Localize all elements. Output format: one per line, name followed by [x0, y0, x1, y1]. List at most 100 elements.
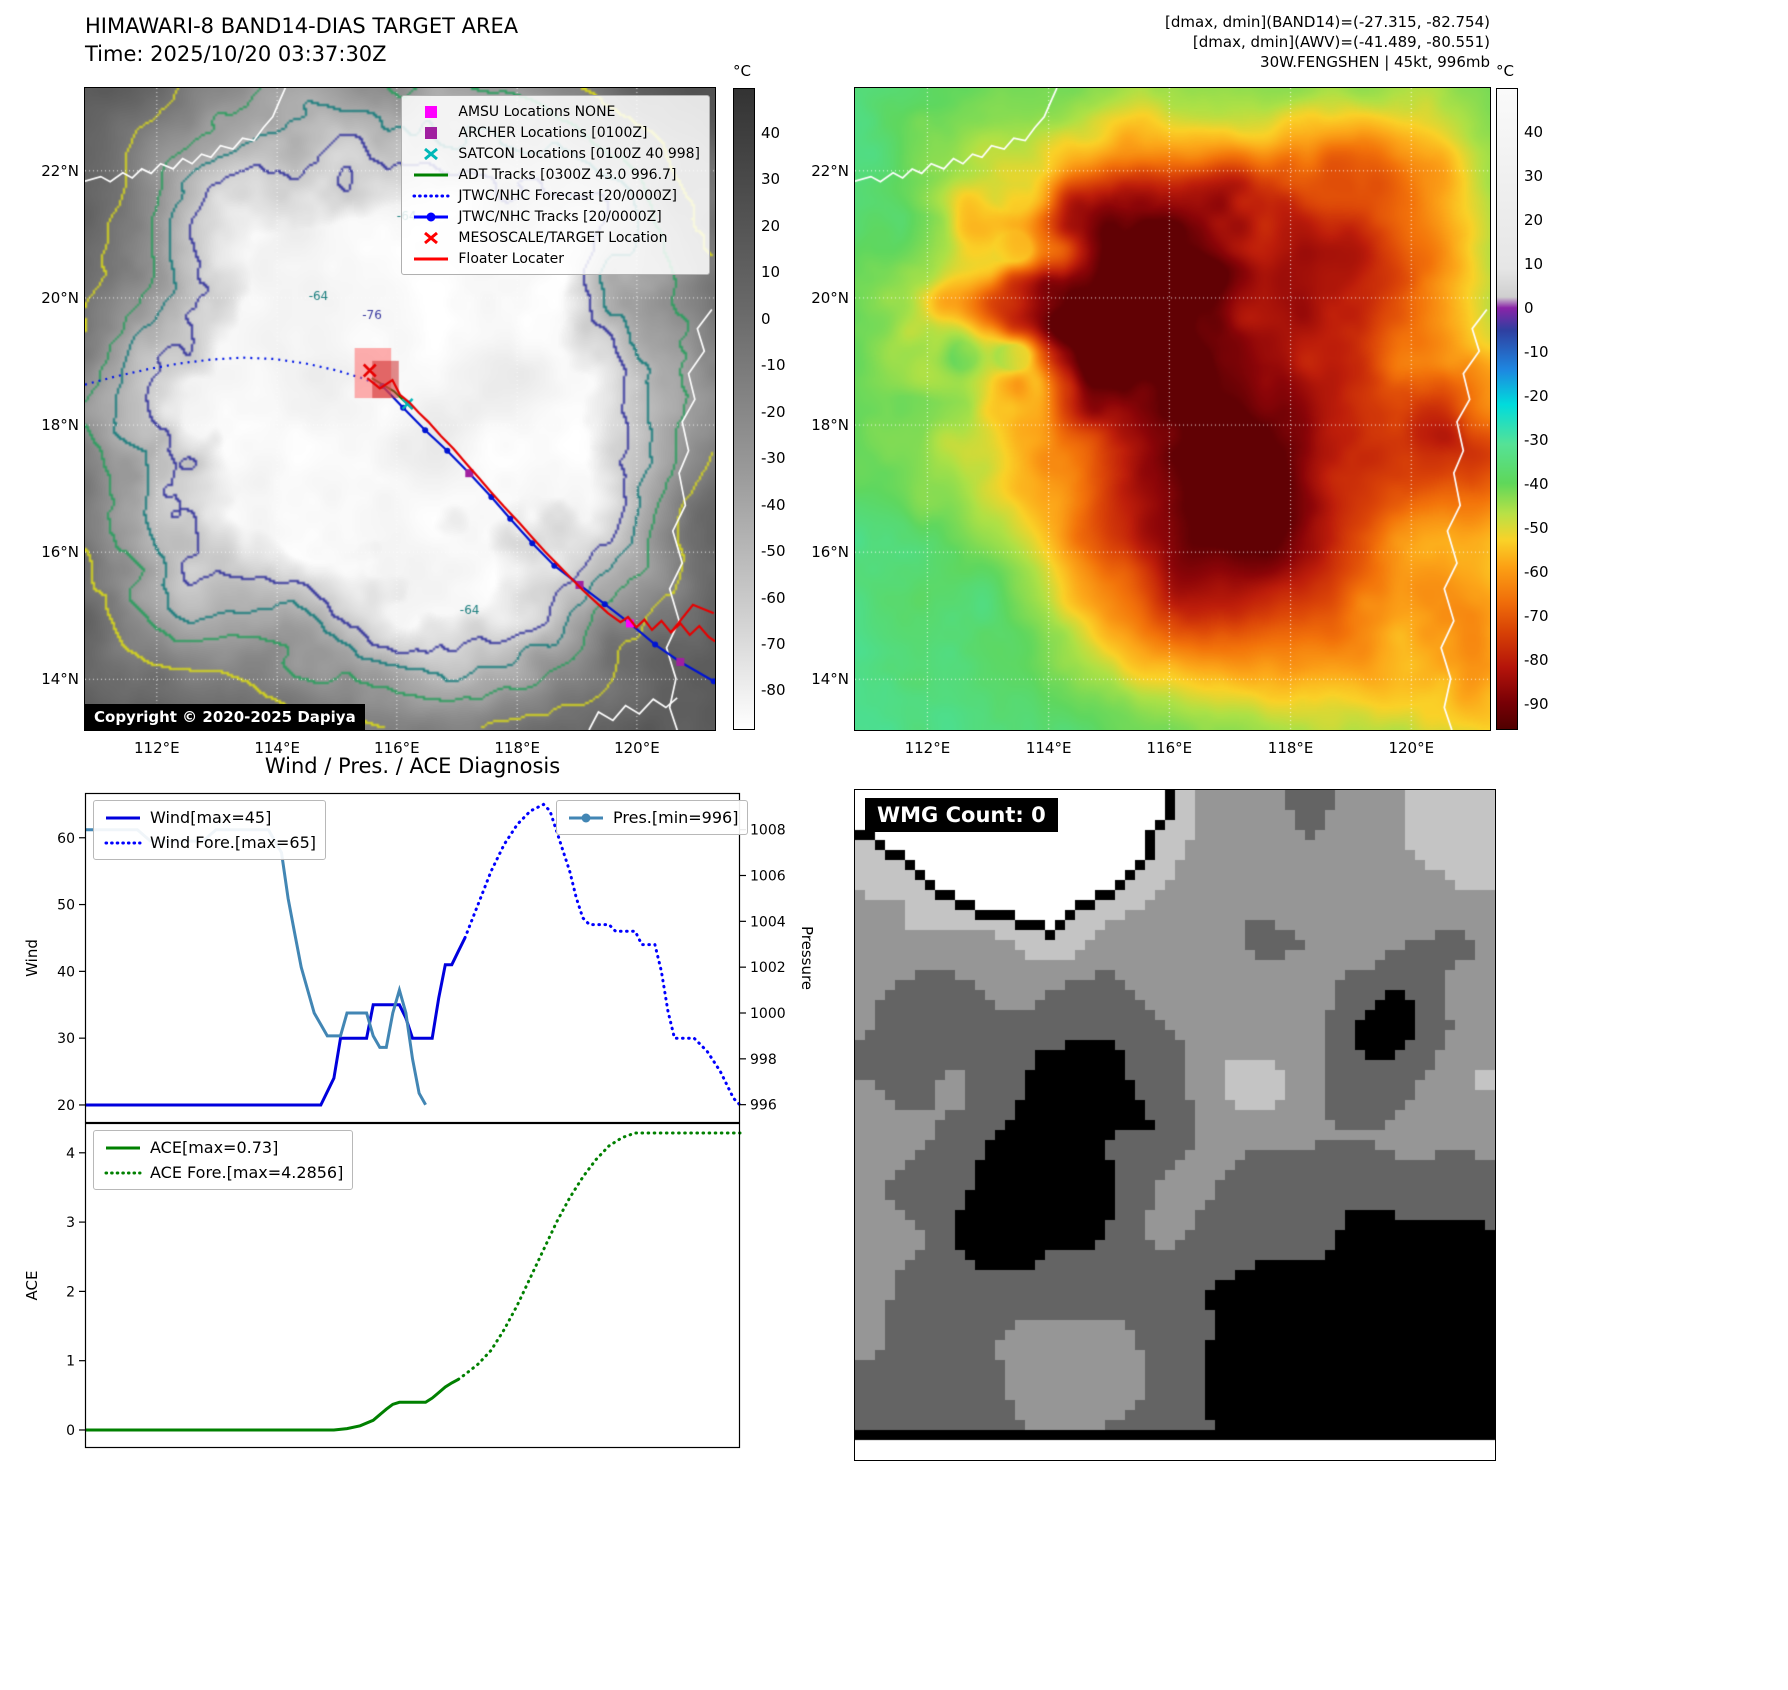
band14-colorbar-tick-label: 30 [761, 170, 781, 189]
band14-legend-label: ARCHER Locations [0100Z] [458, 124, 648, 141]
wmg-count-label: WMG Count: 0 [865, 798, 1058, 832]
band14-map-legend: AMSU Locations NONE ARCHER Locations [010… [401, 95, 710, 275]
wmg-panel: WMG Count: 0 [854, 789, 1496, 1461]
chart-frame [84, 1122, 741, 1449]
wind-pressure-chart: 20 30 40 50 60 996 998 1000 1002 1004 1006 1008 Wind… [23, 792, 816, 1124]
awv-colorbar-tick-label: 10 [1524, 254, 1544, 273]
band14-colorbar-tick-label: -40 [761, 495, 786, 514]
square-marker-icon [425, 126, 438, 139]
awv-colorbar-tick-label: -80 [1524, 650, 1549, 669]
band14-legend-label: SATCON Locations [0100Z 40 998] [458, 145, 700, 162]
awv-colorbar-tick-label: -60 [1524, 562, 1549, 581]
awv-y-tick-label: 14°N [811, 670, 849, 689]
band14-x-tick-label: 120°E [614, 739, 660, 757]
pressure-legend-label: Pres.[min=996] [613, 808, 739, 827]
band14-legend-label: ADT Tracks [0300Z 43.0 996.7] [458, 166, 677, 183]
x-marker-icon [424, 231, 439, 244]
band14-map-panel: AMSU Locations NONE ARCHER Locations [010… [84, 87, 716, 731]
awv-x-tick-label: 112°E [904, 739, 951, 757]
y-tick-label: 2 [66, 1284, 75, 1300]
dotted-marker-icon [104, 1171, 142, 1174]
dotted-marker-icon [104, 841, 142, 844]
ace-legend-label: ACE Fore.[max=4.2856] [150, 1163, 344, 1182]
awv-y-tick-label: 20°N [811, 288, 849, 307]
awv-y-tick-label: 22°N [811, 161, 849, 180]
wind-legend-label: Wind Fore.[max=65] [150, 833, 316, 852]
band14-colorbar-tick-label: -80 [761, 681, 786, 700]
band14-y-tick-label: 18°N [41, 416, 79, 435]
band14-colorbar-tick-label: 0 [761, 309, 771, 328]
y-tick-label: 50 [57, 898, 75, 914]
band14-colorbar-tick-label: 40 [761, 123, 781, 142]
line-marker-icon [106, 1146, 140, 1149]
y-tick-label-right: 1000 [750, 1006, 786, 1022]
band14-legend-label: JTWC/NHC Forecast [20/0000Z] [458, 187, 677, 204]
awv-map-panel [854, 87, 1491, 731]
y-tick-label: 30 [57, 1031, 75, 1047]
wind-legend-label: Wind[max=45] [150, 808, 272, 827]
awv-satellite-image [855, 88, 1490, 730]
line-dot-marker-icon [569, 813, 603, 822]
line-dot-marker-icon [414, 212, 449, 221]
square-marker-icon [425, 105, 438, 118]
band14-colorbar-tick-label: -60 [761, 588, 786, 607]
band14-legend-item: AMSU Locations NONE [411, 101, 700, 122]
band14-colorbar-tick-label: 10 [761, 263, 781, 282]
awv-y-tick-label: 18°N [811, 416, 849, 435]
awv-colorbar-tick-label: 40 [1524, 122, 1544, 141]
info-band14-range: [dmax, dmin](BAND14)=(-27.315, -82.754) [1165, 13, 1490, 31]
band14-colorbar-tick-label: 20 [761, 216, 781, 235]
band14-legend-label: MESOSCALE/TARGET Location [458, 229, 668, 246]
y-tick-label: 3 [66, 1215, 75, 1231]
y-tick-label-right: 998 [750, 1052, 777, 1068]
band14-x-tick-label: 114°E [254, 739, 300, 757]
dotted-marker-icon [412, 194, 450, 197]
y-axis-label-right: Pressure [798, 926, 816, 990]
band14-y-tick-label: 20°N [41, 288, 79, 307]
band14-title-block: HIMAWARI-8 BAND14-DIAS TARGET AREA Time:… [85, 12, 518, 68]
band14-legend-item: MESOSCALE/TARGET Location [411, 227, 700, 248]
y-tick-label-right: 1008 [750, 823, 786, 839]
awv-colorbar-tick-label: 20 [1524, 210, 1544, 229]
wind-legend-item: Wind[max=45] [103, 805, 316, 830]
pressure-legend: Pres.[min=996] [556, 800, 749, 835]
awv-y-tick-label: 16°N [811, 543, 849, 562]
band14-colorbar [733, 88, 755, 730]
y-tick-label: 4 [66, 1146, 75, 1162]
page-subtitle: Time: 2025/10/20 03:37:30Z [85, 42, 387, 66]
info-awv-range: [dmax, dmin](AWV)=(-41.489, -80.551) [1192, 33, 1490, 51]
y-tick-label: 1 [66, 1354, 75, 1370]
band14-y-tick-label: 22°N [41, 161, 79, 180]
band14-x-tick-label: 116°E [374, 739, 420, 757]
awv-x-tick-label: 120°E [1388, 739, 1435, 757]
ace-legend-label: ACE[max=0.73] [150, 1138, 279, 1157]
y-axis-label: Wind [23, 939, 41, 977]
band14-y-tick-label: 14°N [41, 670, 79, 689]
y-tick-label-right: 1006 [750, 869, 786, 885]
awv-x-tick-label: 116°E [1146, 739, 1193, 757]
awv-colorbar-tick-label: -40 [1524, 474, 1549, 493]
storm-info-block: [dmax, dmin](BAND14)=(-27.315, -82.754) … [990, 12, 1490, 72]
y-tick-label: 20 [57, 1098, 75, 1114]
awv-colorbar-tick-label: -30 [1524, 430, 1549, 449]
awv-colorbar-tick-label: 0 [1524, 298, 1534, 317]
ace-legend: ACE[max=0.73] ACE Fore.[max=4.2856] [93, 1130, 354, 1190]
band14-legend-item: JTWC/NHC Tracks [20/0000Z] [411, 206, 700, 227]
pressure-legend-item: Pres.[min=996] [566, 805, 738, 830]
chart-frame [84, 792, 741, 1124]
awv-colorbar-unit: °C [1496, 62, 1514, 80]
band14-legend-item: Floater Locater [411, 248, 700, 269]
x-marker-icon [424, 147, 439, 160]
y-tick-label-right: 1004 [750, 914, 786, 930]
band14-y-tick-label: 16°N [41, 543, 79, 562]
band14-x-tick-label: 112°E [134, 739, 180, 757]
y-tick-label-right: 1002 [750, 960, 786, 976]
band14-legend-item: SATCON Locations [0100Z 40 998] [411, 143, 700, 164]
wmg-image [855, 790, 1495, 1460]
series-1 [456, 1131, 742, 1381]
diagnosis-title: Wind / Pres. / ACE Diagnosis [264, 754, 561, 778]
series-0 [85, 1378, 460, 1432]
awv-colorbar-tick-label: -10 [1524, 342, 1549, 361]
wind-legend-item: Wind Fore.[max=65] [103, 830, 316, 855]
band14-legend-label: JTWC/NHC Tracks [20/0000Z] [458, 208, 662, 225]
